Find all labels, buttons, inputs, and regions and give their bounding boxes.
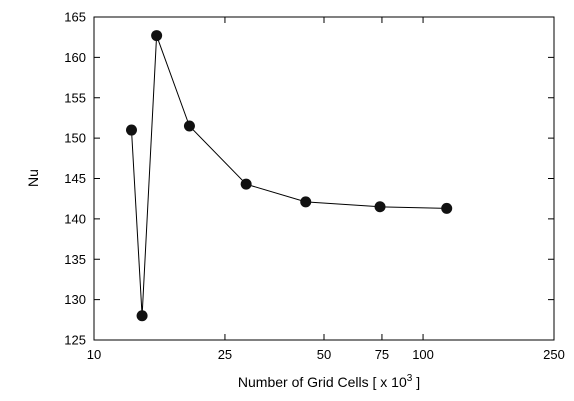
y-tick-label: 125: [64, 333, 86, 348]
y-tick-label: 155: [64, 90, 86, 105]
y-tick-label: 145: [64, 171, 86, 186]
data-series: [125, 30, 453, 322]
y-tick-label: 160: [64, 50, 86, 65]
x-tick-label: 250: [543, 347, 565, 362]
x-tick-label: 75: [375, 347, 389, 362]
x-tick-label: 100: [412, 347, 434, 362]
data-point: [374, 201, 386, 213]
series-line: [131, 35, 447, 316]
data-point: [240, 178, 252, 190]
y-tick-label: 150: [64, 131, 86, 146]
x-axis-label: Number of Grid Cells [ x 103 ]: [238, 373, 420, 390]
data-point: [441, 202, 453, 214]
y-axis: 125 130 135 140 145 150 155 160 165: [64, 10, 554, 348]
plot-frame: [93, 16, 555, 341]
x-tick-label: 25: [218, 347, 232, 362]
y-tick-label: 140: [64, 211, 86, 226]
x-tick-label: 50: [317, 347, 331, 362]
y-tick-label: 135: [64, 252, 86, 267]
data-point: [151, 30, 163, 42]
data-point: [125, 124, 137, 136]
data-point: [183, 120, 195, 132]
y-axis-label: Nu: [25, 169, 41, 187]
y-tick-label: 130: [64, 292, 86, 307]
x-tick-label: 10: [87, 347, 101, 362]
x-axis: 10 25 50 75 100 250: [87, 17, 565, 362]
y-tick-label: 165: [64, 10, 86, 25]
data-point: [300, 196, 312, 208]
data-point: [136, 310, 148, 322]
